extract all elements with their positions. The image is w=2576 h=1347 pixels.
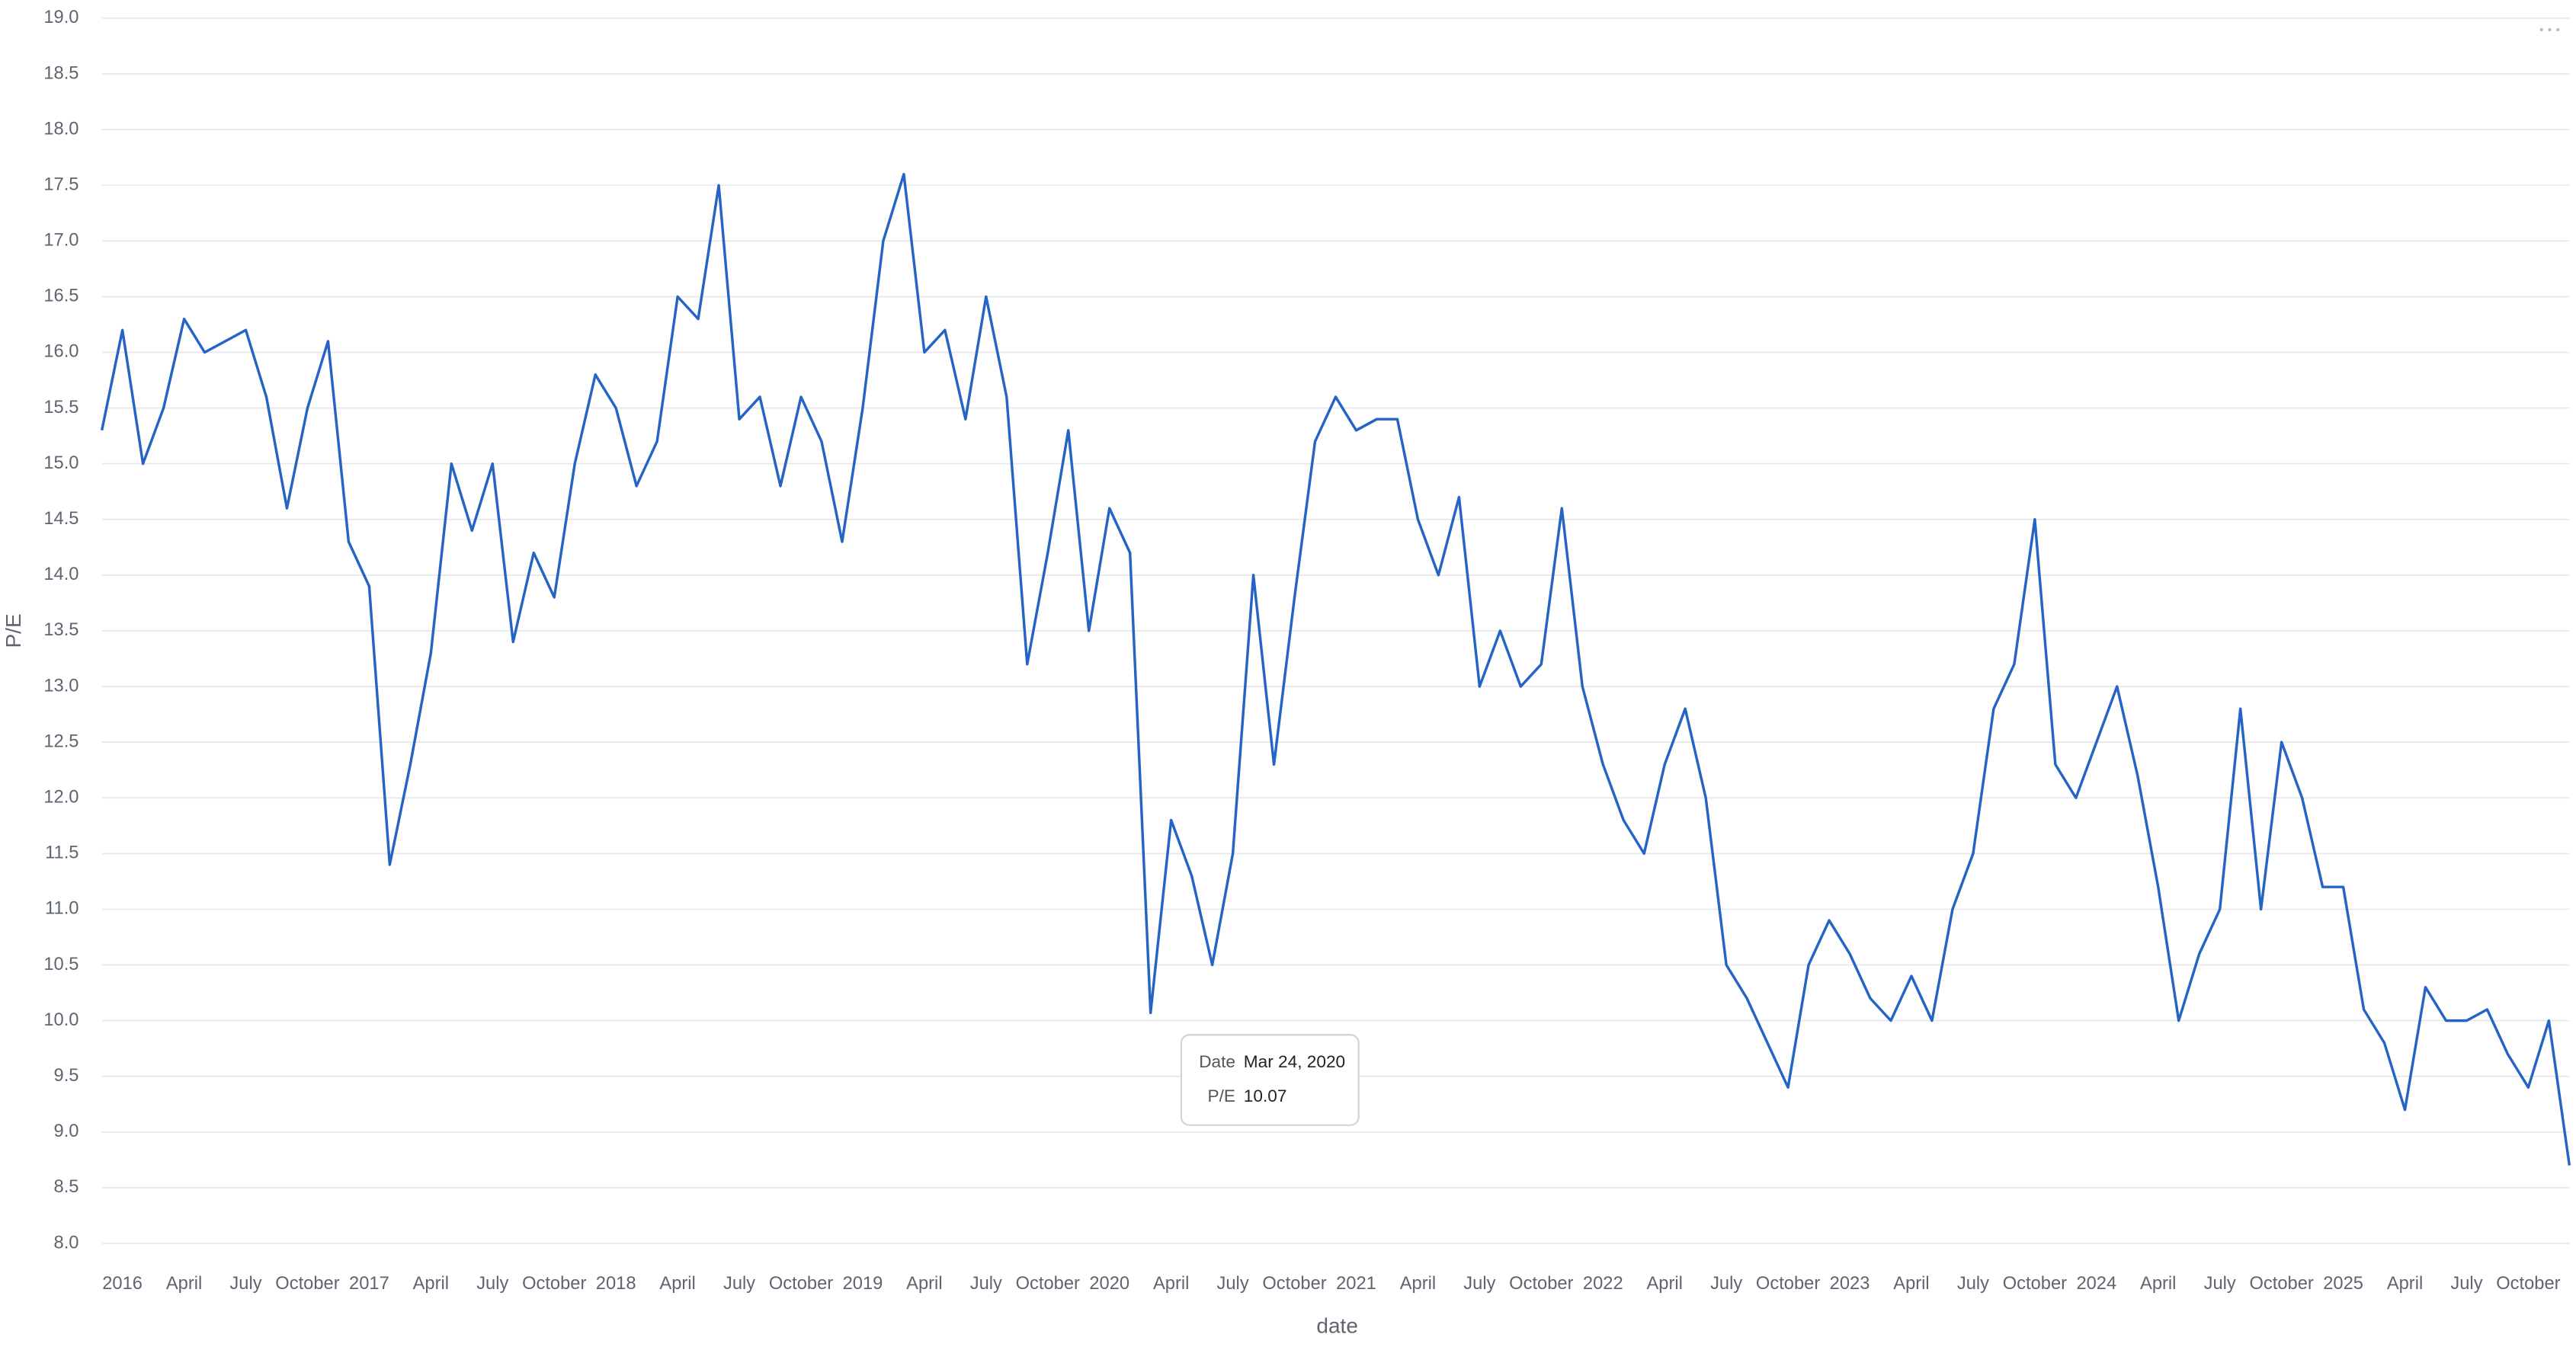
x-tick-label: April <box>1893 1274 1929 1294</box>
x-tick-label: October <box>1262 1274 1326 1294</box>
x-tick-label: July <box>1463 1274 1495 1294</box>
y-tick-label: 14.0 <box>43 565 78 584</box>
y-tick-label: 13.0 <box>43 676 78 696</box>
y-axis-title: P/E <box>2 613 25 648</box>
y-tick-label: 11.0 <box>45 899 78 919</box>
menu-icon[interactable] <box>2539 27 2560 32</box>
x-tick-label: July <box>2204 1274 2236 1294</box>
x-tick-label: April <box>1153 1274 1189 1294</box>
x-tick-label: July <box>1217 1274 1249 1294</box>
x-tick-label: 2016 <box>102 1274 143 1294</box>
y-tick-label: 14.5 <box>43 509 78 529</box>
x-tick-label: 2022 <box>1583 1274 1623 1294</box>
tooltip-label: P/E <box>1208 1086 1235 1105</box>
x-tick-label: October <box>2496 1274 2560 1294</box>
x-tick-label: October <box>2003 1274 2067 1294</box>
x-tick-label: October <box>1756 1274 1820 1294</box>
x-axis-title: date <box>1316 1313 1358 1337</box>
tooltip-box <box>1180 1034 1360 1126</box>
y-tick-label: 12.5 <box>43 731 78 751</box>
y-tick-label: 10.5 <box>43 955 78 974</box>
x-tick-label: October <box>1509 1274 1573 1294</box>
y-tick-label: 8.5 <box>54 1177 79 1197</box>
x-tick-label: October <box>769 1274 833 1294</box>
x-tick-label: 2020 <box>1089 1274 1129 1294</box>
y-tick-label: 16.0 <box>43 342 78 362</box>
y-tick-label: 11.5 <box>45 843 78 863</box>
y-tick-label: 17.0 <box>43 231 78 251</box>
y-tick-label: 10.0 <box>43 1010 78 1030</box>
x-tick-label: 2017 <box>349 1274 389 1294</box>
x-tick-label: April <box>659 1274 695 1294</box>
x-tick-label: April <box>413 1274 449 1294</box>
x-tick-label: 2018 <box>596 1274 636 1294</box>
x-tick-label: 2023 <box>1830 1274 1870 1294</box>
x-tick-label: July <box>723 1274 755 1294</box>
x-tick-label: October <box>522 1274 586 1294</box>
y-tick-label: 19.0 <box>43 8 78 27</box>
x-tick-label: July <box>476 1274 508 1294</box>
y-tick-label: 15.5 <box>43 398 78 418</box>
y-tick-label: 9.0 <box>54 1121 79 1141</box>
x-tick-label: April <box>1400 1274 1436 1294</box>
x-tick-label: April <box>906 1274 942 1294</box>
x-tick-label: April <box>2140 1274 2176 1294</box>
x-tick-label: 2025 <box>2323 1274 2363 1294</box>
x-tick-label: 2024 <box>2076 1274 2116 1294</box>
x-tick-label: October <box>1016 1274 1080 1294</box>
menu-dot <box>2539 27 2543 32</box>
x-tick-label: July <box>229 1274 261 1294</box>
x-tick-label: April <box>166 1274 202 1294</box>
x-tick-label: 2021 <box>1336 1274 1376 1294</box>
y-tick-label: 16.5 <box>43 286 78 306</box>
x-tick-label: April <box>1646 1274 1682 1294</box>
menu-dot <box>2548 27 2552 32</box>
menu-dot <box>2556 27 2560 32</box>
y-tick-label: 9.5 <box>54 1066 79 1086</box>
x-tick-label: October <box>2249 1274 2313 1294</box>
x-tick-label: July <box>2450 1274 2482 1294</box>
y-tick-label: 15.0 <box>43 453 78 473</box>
tooltip-value: Mar 24, 2020 <box>1244 1052 1345 1071</box>
y-tick-label: 8.0 <box>54 1233 79 1253</box>
tooltip-value: 10.07 <box>1244 1086 1287 1105</box>
x-tick-label: April <box>2387 1274 2423 1294</box>
x-tick-label: October <box>275 1274 339 1294</box>
tooltip: Date Mar 24, 2020 P/E 10.07 <box>1180 1034 1360 1126</box>
tooltip-label: Date <box>1199 1052 1235 1071</box>
y-tick-label: 18.0 <box>43 119 78 139</box>
x-tick-label: July <box>1957 1274 1989 1294</box>
y-tick-label: 18.5 <box>43 63 78 83</box>
y-tick-label: 12.0 <box>43 788 78 808</box>
line-series <box>100 172 2571 1166</box>
x-tick-label: 2019 <box>843 1274 883 1294</box>
y-tick-label: 13.5 <box>43 620 78 640</box>
y-tick-label: 17.5 <box>43 174 78 194</box>
x-tick-label: July <box>970 1274 1002 1294</box>
x-tick-label: July <box>1710 1274 1742 1294</box>
